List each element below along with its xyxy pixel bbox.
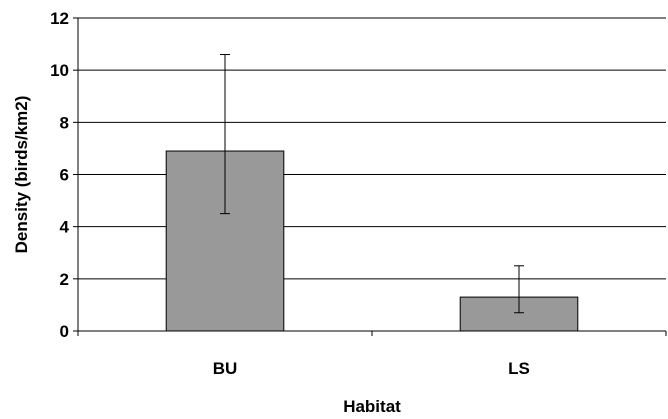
bars (165, 150, 579, 332)
error-bars (220, 54, 524, 314)
y-tick-label: 6 (60, 166, 69, 185)
x-tick-label-bu: BU (213, 359, 238, 378)
y-tick-label: 0 (60, 322, 69, 341)
y-axis-title: Density (birds/km2) (12, 96, 31, 254)
x-ticks: BU LS (77, 331, 667, 378)
y-tick-label: 12 (50, 9, 69, 28)
x-axis-title: Habitat (343, 397, 401, 416)
y-tick-label: 8 (60, 113, 69, 132)
y-tick-label: 2 (60, 270, 69, 289)
y-tick-label: 10 (50, 61, 69, 80)
x-tick-label-ls: LS (508, 359, 530, 378)
y-tick-label: 4 (60, 218, 70, 237)
y-ticks: 0 2 4 6 8 10 12 (50, 9, 78, 341)
